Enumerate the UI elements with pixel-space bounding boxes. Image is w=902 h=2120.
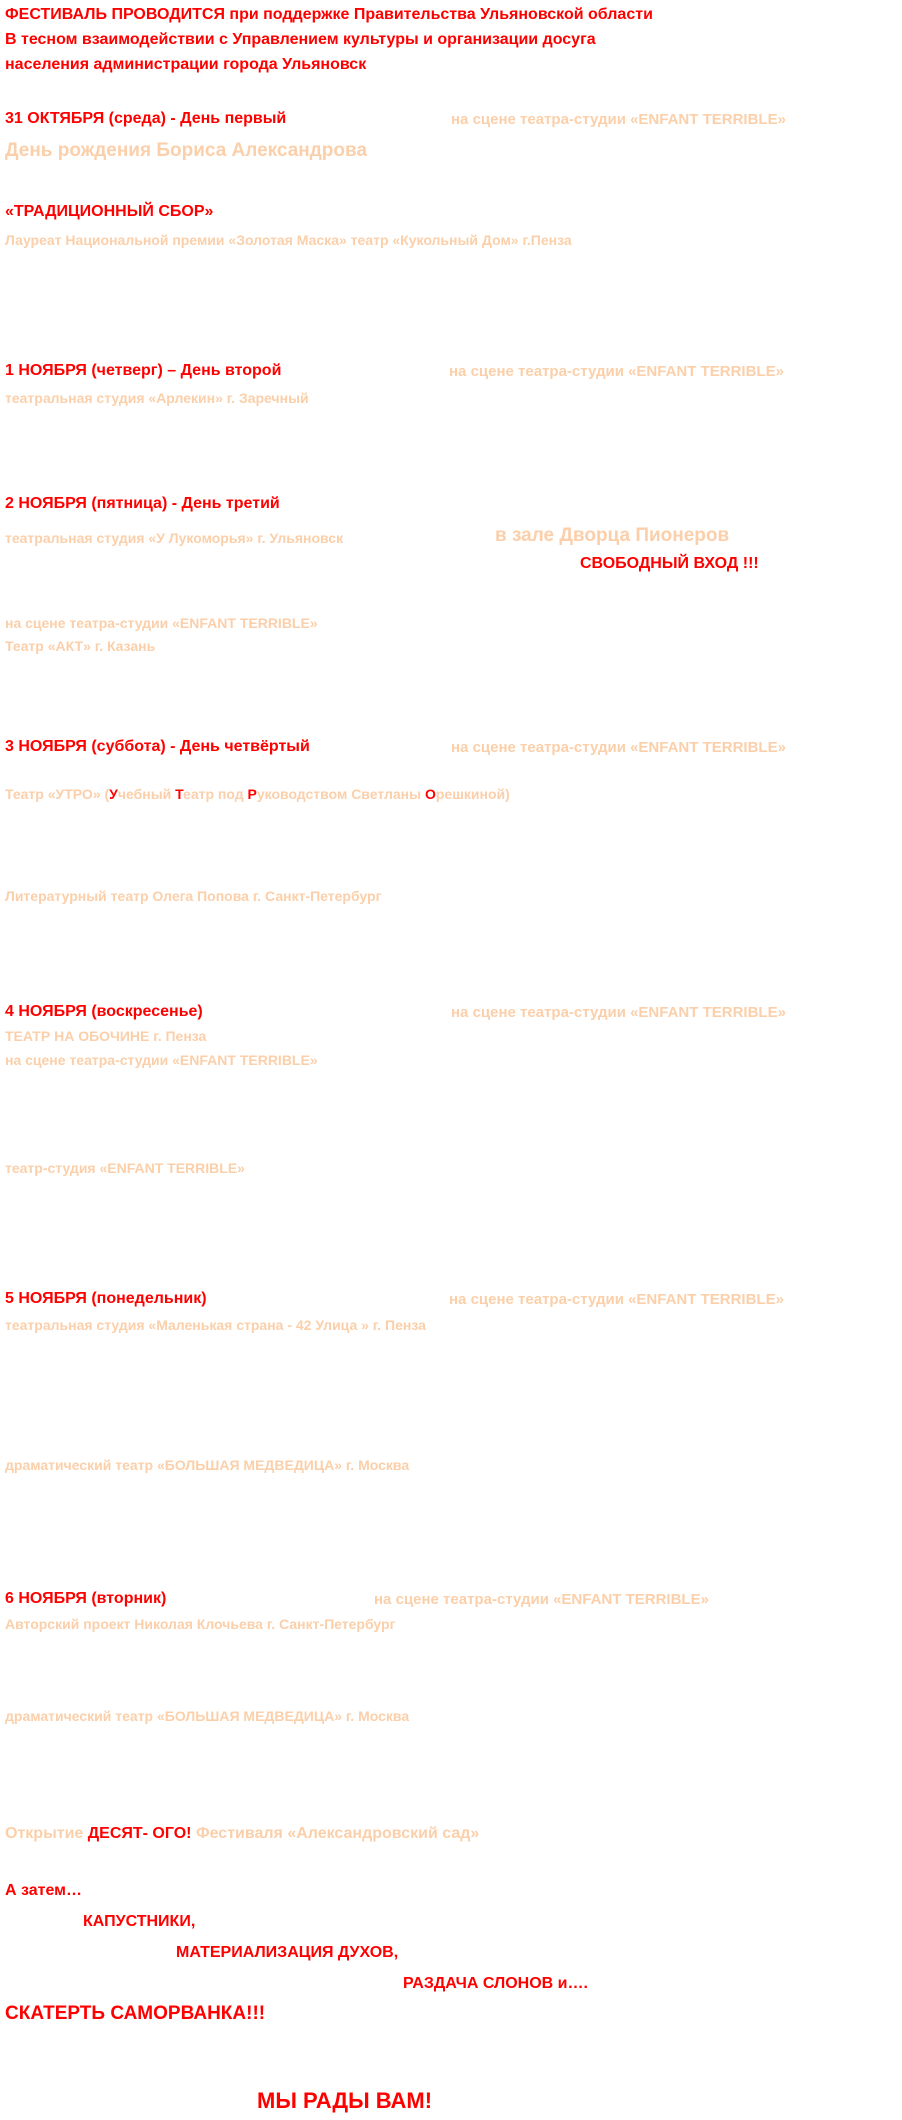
intro-line-3: населения администрации города Ульяновск (5, 56, 367, 73)
intro-line-1: ФЕСТИВАЛЬ ПРОВОДИТСЯ при поддержке Прави… (5, 6, 653, 23)
intro-line-2: В тесном взаимодействии с Управлением ку… (5, 31, 596, 48)
day7-title: 6 НОЯБРЯ (вторник) (5, 1590, 167, 1607)
day2-venue: на сцене театра-студии «ENFANT TERRIBLE» (449, 363, 784, 380)
day1-venue: на сцене театра-студии «ENFANT TERRIBLE» (451, 111, 786, 128)
day1-guest: Лауреат Национальной премии «Золотая Мас… (5, 232, 572, 248)
day1-program: «ТРАДИЦИОННЫЙ СБОР» (5, 203, 214, 220)
day3-title: 2 НОЯБРЯ (пятница) - День третий (5, 495, 280, 512)
day5-venue-2: на сцене театра-студии «ENFANT TERRIBLE» (5, 1052, 318, 1068)
welcome-message: МЫ РАДЫ ВАМ! (257, 2088, 433, 2113)
day3-free-entry: СВОБОДНЫЙ ВХОД !!! (580, 555, 759, 572)
opening-line: Открытие ДЕСЯТ- ОГО! Фестиваля «Александ… (5, 1825, 480, 1842)
day1-subtitle: День рождения Бориса Александрова (5, 140, 368, 161)
day5-guest-2: театр-студия «ENFANT TERRIBLE» (5, 1160, 245, 1176)
day6-title: 5 НОЯБРЯ (понедельник) (5, 1290, 207, 1307)
day7-guest-2: драматический театр «БОЛЬШАЯ МЕДВЕДИЦА» … (5, 1708, 410, 1724)
day3-venue-2: на сцене театра-студии «ENFANT TERRIBLE» (5, 615, 318, 631)
day6-venue: на сцене театра-студии «ENFANT TERRIBLE» (449, 1291, 784, 1308)
day5-guest-1: ТЕАТР НА ОБОЧИНЕ г. Пенза (5, 1028, 207, 1044)
finale-line-1: А затем… (5, 1882, 82, 1899)
day3-hall: в зале Дворца Пионеров (495, 525, 730, 546)
day4-guest-2: Литературный театр Олега Попова г. Санкт… (5, 888, 382, 904)
day5-venue: на сцене театра-студии «ENFANT TERRIBLE» (451, 1004, 786, 1021)
day7-guest-1: Авторский проект Николая Клочьева г. Сан… (5, 1616, 396, 1632)
day5-title: 4 НОЯБРЯ (воскресенье) (5, 1003, 203, 1020)
day3-guest-1: театральная студия «У Лукоморья» г. Улья… (5, 530, 344, 546)
day4-title: 3 НОЯБРЯ (суббота) - День четвёртый (5, 738, 310, 755)
day6-guest-2: драматический театр «БОЛЬШАЯ МЕДВЕДИЦА» … (5, 1457, 410, 1473)
day1-title: 31 ОКТЯБРЯ (среда) - День первый (5, 110, 287, 127)
day4-guest-1: Театр «УТРО» (Учебный Театр под Руководс… (5, 786, 510, 802)
day2-title: 1 НОЯБРЯ (четверг) – День второй (5, 362, 282, 379)
finale-line-3: МАТЕРИАЛИЗАЦИЯ ДУХОВ, (176, 1944, 399, 1961)
finale-line-5: СКАТЕРТЬ САМОРВАНКА!!! (5, 2003, 266, 2024)
day2-guest: театральная студия «Арлекин» г. Заречный (5, 390, 309, 406)
day4-venue: на сцене театра-студии «ENFANT TERRIBLE» (451, 739, 786, 756)
day7-venue: на сцене театра-студии «ENFANT TERRIBLE» (374, 1591, 709, 1608)
day6-guest-1: театральная студия «Маленькая страна - 4… (5, 1317, 426, 1333)
finale-line-2: КАПУСТНИКИ, (83, 1913, 196, 1930)
finale-line-4: РАЗДАЧА СЛОНОВ и…. (403, 1975, 588, 1992)
day3-guest-2: Театр «АКТ» г. Казань (5, 638, 156, 654)
